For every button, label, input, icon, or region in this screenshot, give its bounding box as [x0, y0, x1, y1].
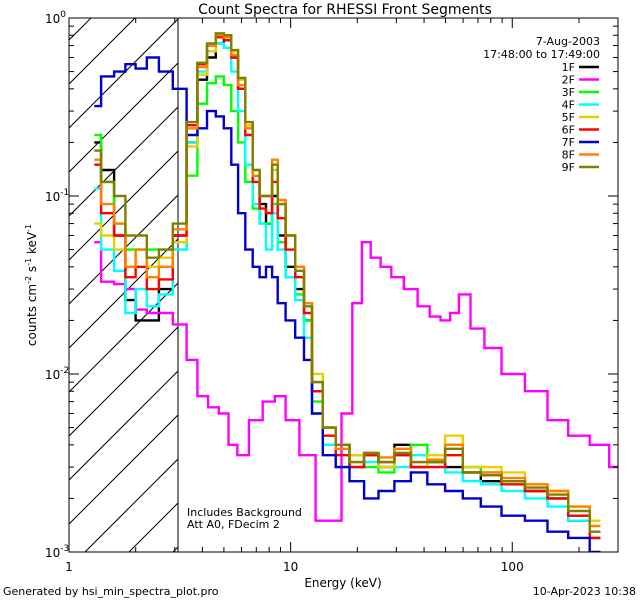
legend-label-5F: 5F — [562, 111, 575, 124]
series-line-3F — [94, 75, 601, 540]
y-tick-label: 100 — [45, 10, 66, 26]
hatch-line — [69, 194, 178, 305]
series-line-7F — [94, 56, 601, 552]
background-note: Includes Background — [187, 506, 302, 519]
hatch-line — [69, 18, 178, 129]
hatch-line — [69, 106, 178, 217]
legend-label-9F: 9F — [562, 161, 575, 174]
hatch-line — [0, 18, 47, 552]
chart-title: Count Spectra for RHESSI Front Segments — [198, 2, 492, 18]
y-tick-label: 10-3 — [45, 544, 69, 560]
y-tick-label: 10-2 — [45, 366, 69, 382]
axes: 1 10 100 100 10-1 10-2 10-3 — [45, 10, 619, 574]
legend-label-2F: 2F — [562, 74, 575, 87]
hatch-line — [84, 458, 178, 552]
footer-date: 10-Apr-2023 10:38 — [533, 585, 636, 598]
hatch-line — [69, 414, 178, 525]
y-tick-label: 10-1 — [45, 188, 69, 204]
hatch-line — [69, 282, 178, 393]
legend-label-1F: 1F — [562, 61, 575, 74]
hatch-line — [69, 238, 178, 349]
plot-frame — [68, 17, 619, 553]
legend-label-3F: 3F — [562, 86, 575, 99]
attenuator-note: Att A0, FDecim 2 — [187, 518, 280, 531]
series-line-8F — [94, 34, 601, 528]
hatch-line — [0, 18, 3, 552]
series-layer — [94, 32, 618, 552]
date-annotation: 7-Aug-2003 — [536, 35, 600, 48]
legend-label-7F: 7F — [562, 136, 575, 149]
legend-label-8F: 8F — [562, 149, 575, 162]
hatch-line — [69, 62, 178, 173]
x-tick-label: 100 — [501, 560, 524, 574]
x-axis-label: Energy (keV) — [304, 576, 381, 590]
x-tick-label: 10 — [283, 560, 298, 574]
legend-label-4F: 4F — [562, 99, 575, 112]
legend-label-6F: 6F — [562, 124, 575, 137]
series-line-6F — [94, 36, 601, 540]
hatched-region — [0, 18, 178, 552]
x-tick-label: 1 — [65, 560, 73, 574]
hatch-line — [69, 370, 178, 481]
y-axis-label: counts cm-2 s-1 keV-1 — [24, 224, 39, 346]
series-line-9F — [94, 32, 601, 533]
footer-generated-by: Generated by hsi_min_spectra_plot.pro — [3, 585, 219, 598]
time-range-annotation: 17:48:00 to 17:49:00 — [483, 48, 600, 61]
hatch-line — [69, 150, 178, 261]
